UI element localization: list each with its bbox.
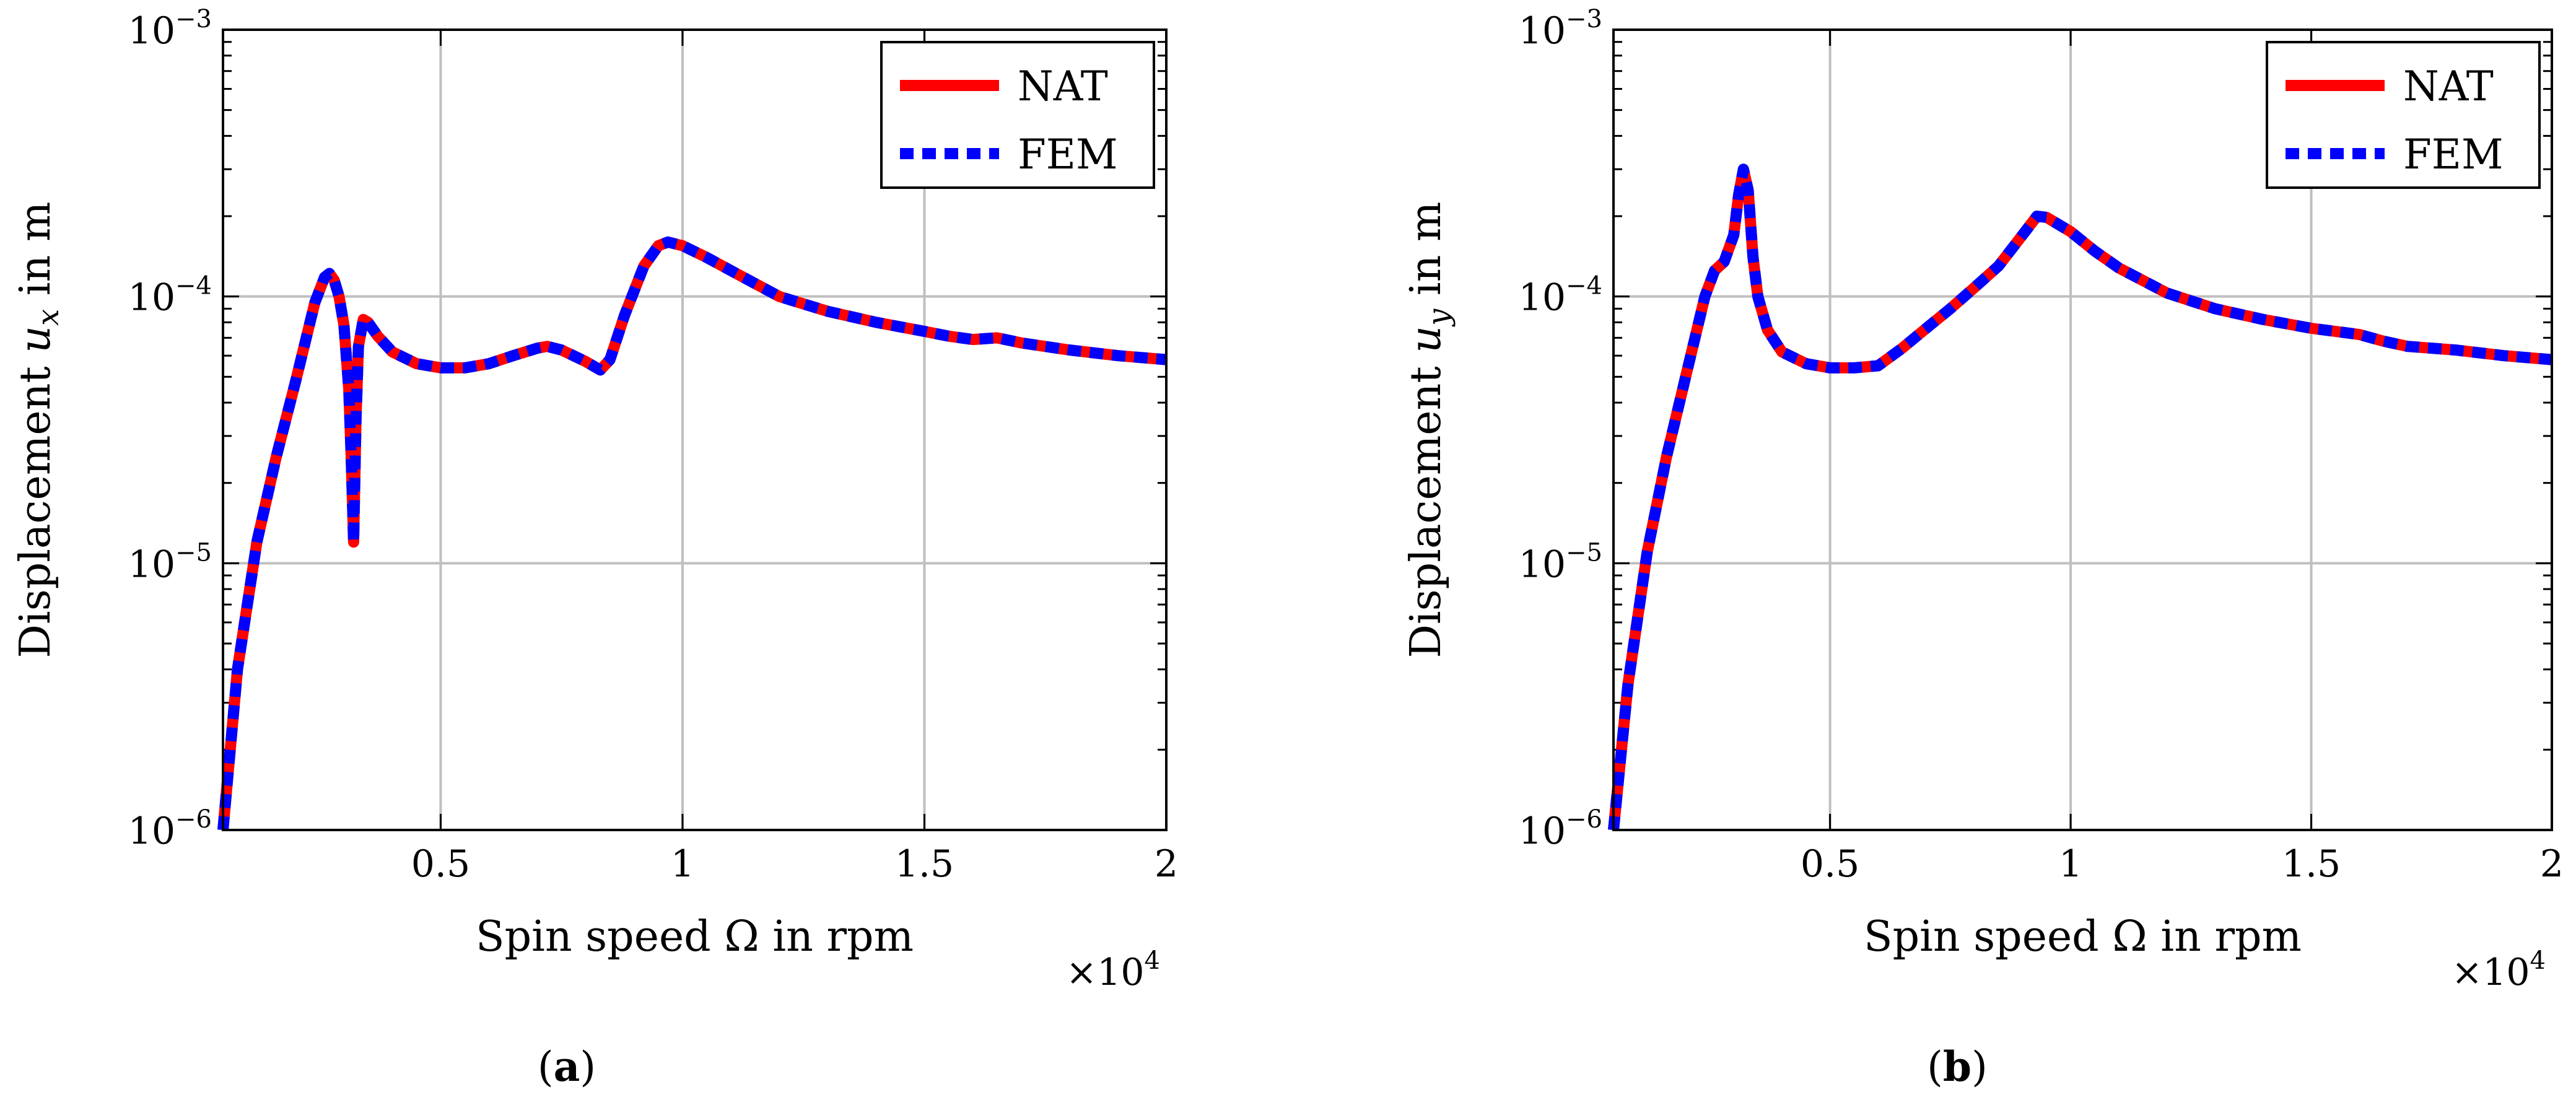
legend-label-nat: NAT	[1018, 63, 1108, 110]
x-tick-label: 1	[671, 842, 694, 886]
y-tick-label: 10−6	[1519, 805, 1602, 853]
panel-caption: (b)	[1927, 1042, 1988, 1091]
series-line-fem	[217, 236, 1167, 831]
x-tick-label: 2	[1155, 842, 1178, 886]
x-axis-multiplier: ×104	[1066, 946, 1160, 994]
legend-box	[880, 41, 1155, 189]
y-tick-base: 10	[128, 276, 175, 320]
panel-caption: (a)	[538, 1042, 596, 1091]
x-tick-label: 0.5	[1801, 842, 1859, 886]
caption-open-paren: (	[1927, 1043, 1943, 1091]
x-tick-label: 1.5	[895, 842, 954, 886]
series-line-fem	[1608, 164, 2552, 831]
caption-letter: a	[554, 1042, 580, 1091]
y-axis-title-prefix: Displacement	[11, 353, 60, 658]
y-tick-exponent: −3	[175, 5, 212, 33]
x-axis-title: Spin speed Ω in rpm	[476, 912, 914, 961]
x-axis-multiplier: ×104	[2452, 946, 2546, 994]
y-tick-label: 10−4	[128, 272, 212, 320]
caption-letter: b	[1943, 1042, 1971, 1091]
plot-frame	[1612, 28, 2553, 831]
x-tick-label: 2	[2540, 842, 2564, 886]
y-axis-title-symbol: u	[11, 326, 60, 353]
y-tick-label: 10−5	[1519, 538, 1602, 586]
y-tick-base: 10	[128, 9, 175, 53]
y-tick-exponent: −4	[175, 272, 212, 300]
x-multiplier-base: ×10	[2452, 951, 2530, 994]
y-tick-base: 10	[1519, 543, 1566, 586]
caption-open-paren: (	[538, 1043, 554, 1091]
y-axis-title-subscript: y	[1421, 308, 1456, 327]
y-axis-title: Displacement uy in m	[1402, 202, 1456, 658]
y-tick-base: 10	[1519, 810, 1566, 853]
y-tick-base: 10	[128, 543, 175, 586]
x-multiplier-exponent: 4	[2530, 946, 2546, 975]
y-tick-exponent: −5	[175, 538, 212, 567]
y-tick-base: 10	[128, 810, 175, 853]
y-axis-title-suffix: in m	[1402, 202, 1451, 309]
legend-box	[2266, 41, 2541, 189]
y-tick-base: 10	[1519, 276, 1566, 320]
y-tick-base: 10	[1519, 9, 1566, 53]
legend-label-fem: FEM	[1018, 131, 1118, 178]
y-tick-label: 10−4	[1519, 272, 1602, 320]
y-axis-title-symbol: u	[1402, 326, 1451, 353]
caption-close-paren: )	[580, 1043, 596, 1091]
legend-label-fem: FEM	[2403, 131, 2504, 178]
y-axis-title-subscript: x	[31, 309, 66, 326]
y-tick-exponent: −6	[175, 805, 212, 834]
x-tick-label: 1.5	[2282, 842, 2341, 886]
x-multiplier-exponent: 4	[1145, 946, 1160, 975]
y-axis-title-prefix: Displacement	[1402, 353, 1451, 658]
y-tick-label: 10−3	[128, 5, 212, 53]
x-multiplier-base: ×10	[1066, 951, 1145, 994]
y-tick-label: 10−3	[1519, 5, 1602, 53]
x-axis-title: Spin speed Ω in rpm	[1864, 912, 2302, 961]
x-tick-label: 0.5	[411, 842, 470, 886]
y-tick-exponent: −5	[1566, 538, 1602, 567]
y-tick-label: 10−5	[128, 538, 212, 586]
y-axis-title-suffix: in m	[11, 202, 60, 309]
plot-frame	[222, 28, 1168, 831]
series-line-nat	[1608, 164, 2552, 831]
caption-close-paren: )	[1971, 1043, 1988, 1091]
y-tick-exponent: −4	[1566, 272, 1602, 300]
x-tick-label: 1	[2059, 842, 2082, 886]
legend-label-nat: NAT	[2403, 63, 2494, 110]
y-tick-exponent: −6	[1566, 805, 1602, 834]
y-tick-exponent: −3	[1566, 5, 1602, 33]
y-tick-label: 10−6	[128, 805, 212, 853]
y-axis-title: Displacement ux in m	[11, 202, 66, 658]
